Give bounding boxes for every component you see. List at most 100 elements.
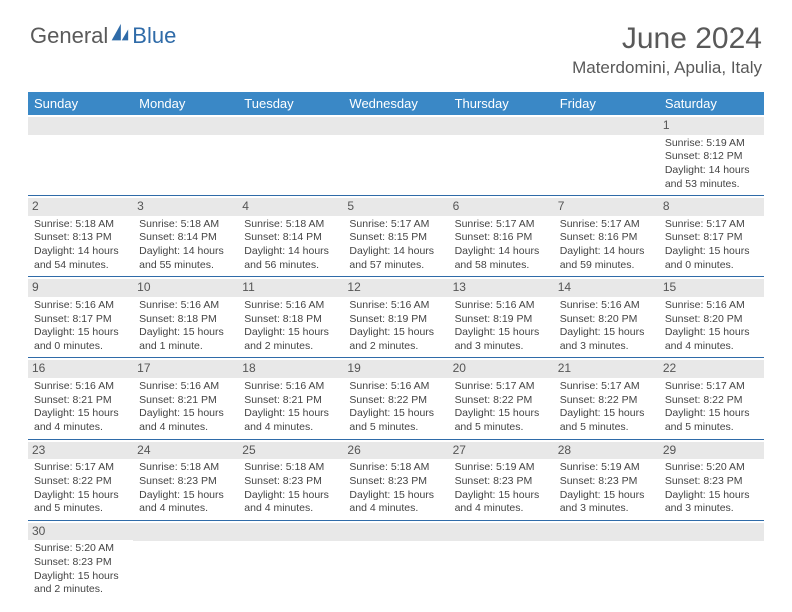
day-number: 30 xyxy=(28,523,133,541)
day-info: Sunrise: 5:20 AMSunset: 8:23 PMDaylight:… xyxy=(663,461,760,516)
day-info: Sunrise: 5:18 AMSunset: 8:14 PMDaylight:… xyxy=(242,218,339,273)
sunset-text: Sunset: 8:22 PM xyxy=(349,394,442,408)
sail-icon xyxy=(108,22,130,44)
day-number: 23 xyxy=(28,442,133,460)
sunset-text: Sunset: 8:23 PM xyxy=(665,475,758,489)
calendar-day-cell: 21Sunrise: 5:17 AMSunset: 8:22 PMDayligh… xyxy=(554,358,659,439)
weekday-header: Monday xyxy=(133,92,238,115)
sunrise-text: Sunrise: 5:17 AM xyxy=(455,218,548,232)
sunrise-text: Sunrise: 5:16 AM xyxy=(244,380,337,394)
daylight-text: Daylight: 14 hours and 58 minutes. xyxy=(455,245,548,272)
daylight-text: Daylight: 15 hours and 4 minutes. xyxy=(349,489,442,516)
empty-day-number xyxy=(133,117,238,135)
calendar-week-row: 23Sunrise: 5:17 AMSunset: 8:22 PMDayligh… xyxy=(28,439,764,520)
day-info: Sunrise: 5:19 AMSunset: 8:23 PMDaylight:… xyxy=(453,461,550,516)
title-block: June 2024 Materdomini, Apulia, Italy xyxy=(572,22,762,78)
day-number: 22 xyxy=(659,360,764,378)
daylight-text: Daylight: 14 hours and 54 minutes. xyxy=(34,245,127,272)
day-info: Sunrise: 5:16 AMSunset: 8:19 PMDaylight:… xyxy=(347,299,444,354)
sunrise-text: Sunrise: 5:17 AM xyxy=(34,461,127,475)
daylight-text: Daylight: 15 hours and 5 minutes. xyxy=(455,407,548,434)
sunset-text: Sunset: 8:23 PM xyxy=(139,475,232,489)
daylight-text: Daylight: 15 hours and 3 minutes. xyxy=(560,326,653,353)
empty-day-number xyxy=(554,523,659,541)
sunrise-text: Sunrise: 5:17 AM xyxy=(665,218,758,232)
day-number: 17 xyxy=(133,360,238,378)
day-number: 5 xyxy=(343,198,448,216)
daylight-text: Daylight: 15 hours and 0 minutes. xyxy=(34,326,127,353)
daylight-text: Daylight: 15 hours and 3 minutes. xyxy=(455,326,548,353)
empty-day-number xyxy=(28,117,133,135)
header: General Blue June 2024 Materdomini, Apul… xyxy=(0,0,792,86)
calendar-day-cell: 19Sunrise: 5:16 AMSunset: 8:22 PMDayligh… xyxy=(343,358,448,439)
calendar-day-cell: 5Sunrise: 5:17 AMSunset: 8:15 PMDaylight… xyxy=(343,196,448,277)
calendar-day-cell xyxy=(449,115,554,196)
day-info: Sunrise: 5:16 AMSunset: 8:17 PMDaylight:… xyxy=(32,299,129,354)
sunset-text: Sunset: 8:23 PM xyxy=(34,556,127,570)
daylight-text: Daylight: 15 hours and 5 minutes. xyxy=(349,407,442,434)
day-info: Sunrise: 5:19 AMSunset: 8:23 PMDaylight:… xyxy=(558,461,655,516)
logo-text-general: General xyxy=(30,23,108,49)
calendar-day-cell: 30Sunrise: 5:20 AMSunset: 8:23 PMDayligh… xyxy=(28,520,133,601)
empty-day-number xyxy=(659,523,764,541)
sunset-text: Sunset: 8:21 PM xyxy=(244,394,337,408)
sunrise-text: Sunrise: 5:16 AM xyxy=(455,299,548,313)
calendar-week-row: 2Sunrise: 5:18 AMSunset: 8:13 PMDaylight… xyxy=(28,196,764,277)
calendar-day-cell xyxy=(554,115,659,196)
sunrise-text: Sunrise: 5:16 AM xyxy=(139,380,232,394)
day-number: 1 xyxy=(659,117,764,135)
daylight-text: Daylight: 15 hours and 3 minutes. xyxy=(560,489,653,516)
day-number: 19 xyxy=(343,360,448,378)
calendar-day-cell: 12 Sunrise: 5:16 AMSunset: 8:19 PMDayligh… xyxy=(343,277,448,358)
daylight-text: Daylight: 15 hours and 2 minutes. xyxy=(34,570,127,597)
day-info: Sunrise: 5:18 AMSunset: 8:23 PMDaylight:… xyxy=(137,461,234,516)
calendar-day-cell: 14Sunrise: 5:16 AMSunset: 8:20 PMDayligh… xyxy=(554,277,659,358)
weekday-header: Saturday xyxy=(659,92,764,115)
daylight-text: Daylight: 15 hours and 0 minutes. xyxy=(665,245,758,272)
day-info: Sunrise: 5:17 AMSunset: 8:22 PMDaylight:… xyxy=(663,380,760,435)
sunset-text: Sunset: 8:14 PM xyxy=(244,231,337,245)
calendar-day-cell xyxy=(554,520,659,601)
day-number: 12 xyxy=(343,279,448,297)
calendar-week-row: 16Sunrise: 5:16 AMSunset: 8:21 PMDayligh… xyxy=(28,358,764,439)
calendar-day-cell xyxy=(133,115,238,196)
calendar-day-cell: 4Sunrise: 5:18 AMSunset: 8:14 PMDaylight… xyxy=(238,196,343,277)
sunrise-text: Sunrise: 5:18 AM xyxy=(349,461,442,475)
day-number: 29 xyxy=(659,442,764,460)
calendar-day-cell xyxy=(133,520,238,601)
sunrise-text: Sunrise: 5:16 AM xyxy=(349,299,442,313)
calendar-day-cell: 10Sunrise: 5:16 AMSunset: 8:18 PMDayligh… xyxy=(133,277,238,358)
daylight-text: Daylight: 15 hours and 4 minutes. xyxy=(139,407,232,434)
day-number: 8 xyxy=(659,198,764,216)
day-number: 2 xyxy=(28,198,133,216)
calendar-day-cell xyxy=(659,520,764,601)
day-number: 15 xyxy=(659,279,764,297)
daylight-text: Daylight: 15 hours and 2 minutes. xyxy=(244,326,337,353)
calendar-day-cell: 18Sunrise: 5:16 AMSunset: 8:21 PMDayligh… xyxy=(238,358,343,439)
calendar-day-cell xyxy=(238,115,343,196)
day-number: 6 xyxy=(449,198,554,216)
empty-day-number xyxy=(238,117,343,135)
calendar-day-cell: 6 Sunrise: 5:17 AMSunset: 8:16 PMDaylight… xyxy=(449,196,554,277)
calendar-day-cell: 9Sunrise: 5:16 AMSunset: 8:17 PMDaylight… xyxy=(28,277,133,358)
day-info: Sunrise: 5:18 AMSunset: 8:14 PMDaylight:… xyxy=(137,218,234,273)
day-number: 24 xyxy=(133,442,238,460)
day-info: Sunrise: 5:17 AMSunset: 8:16 PMDaylight:… xyxy=(453,218,550,273)
calendar-day-cell: 7Sunrise: 5:17 AMSunset: 8:16 PMDaylight… xyxy=(554,196,659,277)
calendar-day-cell: 16Sunrise: 5:16 AMSunset: 8:21 PMDayligh… xyxy=(28,358,133,439)
calendar-day-cell xyxy=(238,520,343,601)
sunrise-text: Sunrise: 5:19 AM xyxy=(455,461,548,475)
calendar-day-cell xyxy=(28,115,133,196)
weekday-header-row: SundayMondayTuesdayWednesdayThursdayFrid… xyxy=(28,92,764,115)
sunrise-text: Sunrise: 5:18 AM xyxy=(139,218,232,232)
day-info: Sunrise: 5:16 AMSunset: 8:21 PMDaylight:… xyxy=(137,380,234,435)
day-number: 21 xyxy=(554,360,659,378)
sunrise-text: Sunrise: 5:20 AM xyxy=(665,461,758,475)
day-info: Sunrise: 5:18 AMSunset: 8:23 PMDaylight:… xyxy=(242,461,339,516)
daylight-text: Daylight: 15 hours and 5 minutes. xyxy=(34,489,127,516)
sunrise-text: Sunrise: 5:19 AM xyxy=(665,137,758,151)
daylight-text: Daylight: 15 hours and 2 minutes. xyxy=(349,326,442,353)
calendar-day-cell: 11Sunrise: 5:16 AMSunset: 8:18 PMDayligh… xyxy=(238,277,343,358)
empty-day-number xyxy=(449,117,554,135)
calendar-day-cell xyxy=(343,520,448,601)
